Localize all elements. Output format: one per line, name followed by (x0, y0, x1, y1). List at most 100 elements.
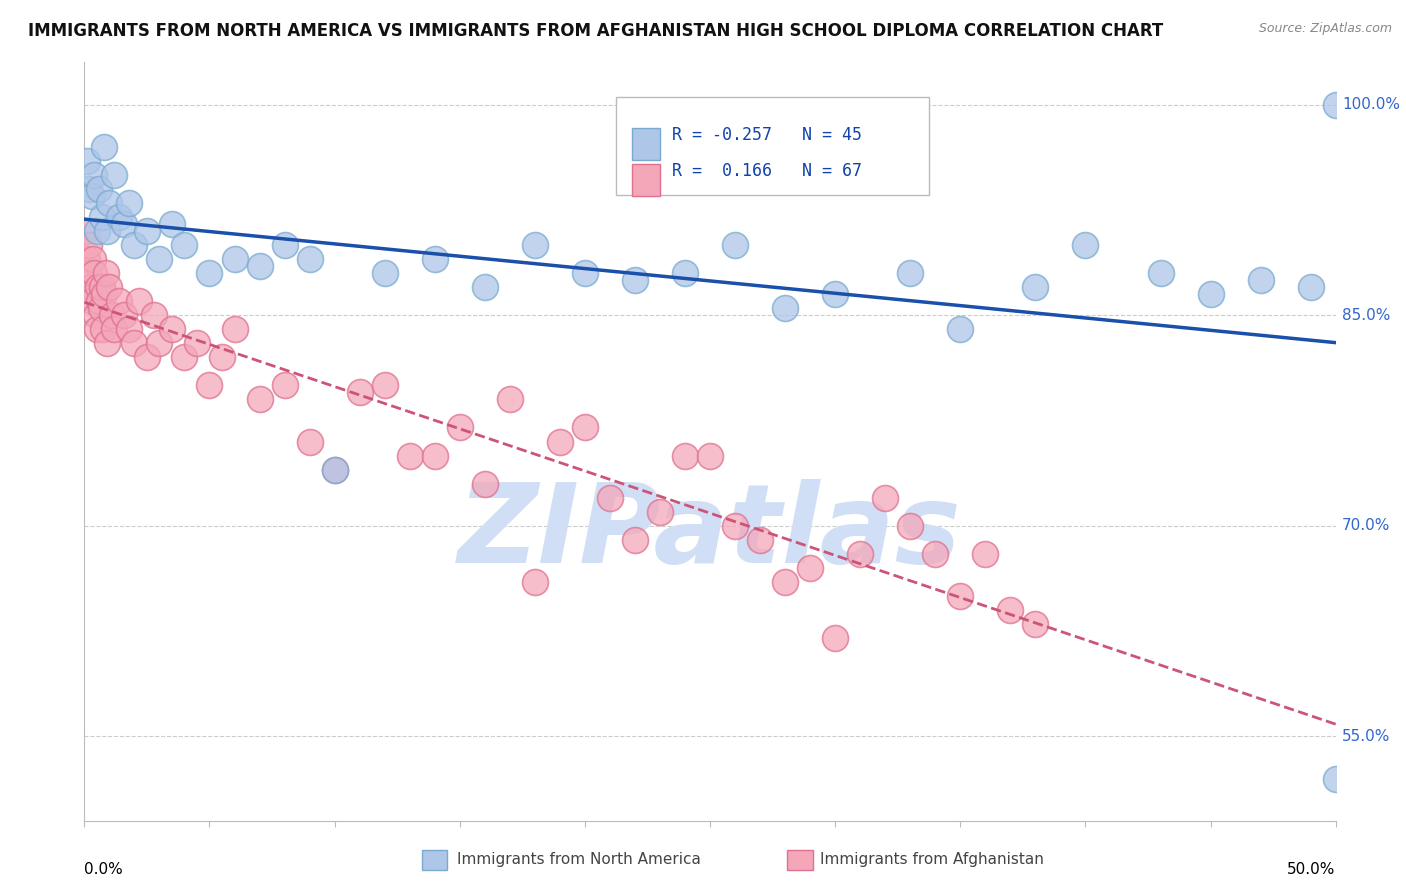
Point (96, 224, 118, 238)
Point (79, 182, 101, 196)
Point (198, 378, 221, 392)
Point (80, 294, 103, 309)
Text: 0.0%: 0.0% (84, 863, 124, 878)
Text: Immigrants from Afghanistan: Immigrants from Afghanistan (820, 853, 1043, 867)
Point (118, 322, 141, 336)
Point (112, 217, 135, 231)
Point (90, 280, 112, 294)
Point (136, 224, 159, 238)
Point (136, 351, 159, 365)
Point (77, 266, 100, 280)
Point (673, 449, 696, 463)
Point (1199, 287, 1222, 301)
FancyBboxPatch shape (633, 164, 659, 196)
Text: R =  0.166   N = 67: R = 0.166 N = 67 (672, 162, 862, 180)
Point (374, 266, 396, 280)
Point (1250, 273, 1272, 287)
Text: 50.0%: 50.0% (1288, 863, 1336, 878)
Point (523, 238, 546, 252)
Point (103, 168, 125, 182)
Point (898, 518, 921, 533)
Point (173, 351, 195, 365)
Point (323, 462, 346, 476)
Point (124, 336, 146, 351)
Point (89, 182, 111, 196)
Point (298, 252, 321, 266)
Point (98, 280, 121, 294)
Point (186, 336, 208, 351)
Point (574, 266, 596, 280)
Point (1024, 617, 1046, 632)
Point (398, 449, 420, 463)
Point (1024, 280, 1046, 294)
Point (824, 287, 846, 301)
Point (224, 252, 246, 266)
Point (924, 547, 946, 561)
Point (423, 252, 446, 266)
Point (98, 195, 121, 210)
Point (75, 224, 97, 238)
Point (108, 294, 131, 309)
Point (298, 434, 321, 449)
Point (76, 153, 98, 168)
Point (1000, 603, 1022, 617)
Point (898, 266, 921, 280)
Point (84, 308, 107, 322)
Point (90, 210, 112, 224)
Text: 55.0%: 55.0% (1341, 729, 1391, 744)
Point (173, 238, 195, 252)
Point (89, 294, 111, 309)
Point (1324, 772, 1347, 786)
Point (474, 476, 496, 491)
Point (875, 491, 897, 505)
Point (91, 322, 114, 336)
Point (599, 491, 621, 505)
Point (86, 322, 108, 336)
FancyBboxPatch shape (633, 128, 659, 160)
Text: ZIPatlas: ZIPatlas (458, 479, 962, 586)
Point (118, 195, 141, 210)
Point (773, 574, 796, 589)
Point (773, 301, 796, 315)
Point (949, 322, 972, 336)
Point (93, 287, 115, 301)
Point (211, 351, 233, 365)
Point (673, 266, 696, 280)
Point (273, 238, 295, 252)
Point (323, 462, 346, 476)
Point (103, 322, 125, 336)
Point (624, 533, 647, 547)
Point (101, 308, 124, 322)
Point (87, 280, 110, 294)
Point (79, 238, 101, 252)
Point (82, 252, 104, 266)
Point (724, 238, 747, 252)
Point (160, 217, 183, 231)
Point (124, 238, 146, 252)
Point (349, 385, 371, 400)
Text: R = -0.257   N = 45: R = -0.257 N = 45 (672, 126, 862, 144)
Point (548, 434, 571, 449)
Point (86, 224, 108, 238)
Text: 85.0%: 85.0% (1341, 308, 1391, 323)
Point (648, 505, 671, 519)
Point (499, 392, 522, 407)
Point (1074, 238, 1097, 252)
Point (849, 547, 872, 561)
Point (1324, 97, 1347, 112)
Point (83, 266, 105, 280)
Y-axis label: High School Diploma: High School Diploma (0, 362, 7, 521)
Point (799, 561, 821, 575)
Point (83, 168, 105, 182)
Point (249, 259, 271, 273)
Point (974, 547, 997, 561)
Point (724, 518, 747, 533)
Point (374, 378, 396, 392)
Point (198, 266, 221, 280)
Point (474, 280, 496, 294)
Text: IMMIGRANTS FROM NORTH AMERICA VS IMMIGRANTS FROM AFGHANISTAN HIGH SCHOOL DIPLOMA: IMMIGRANTS FROM NORTH AMERICA VS IMMIGRA… (28, 22, 1163, 40)
Point (76, 252, 98, 266)
Point (143, 308, 166, 322)
Point (80, 189, 103, 203)
Point (523, 574, 546, 589)
